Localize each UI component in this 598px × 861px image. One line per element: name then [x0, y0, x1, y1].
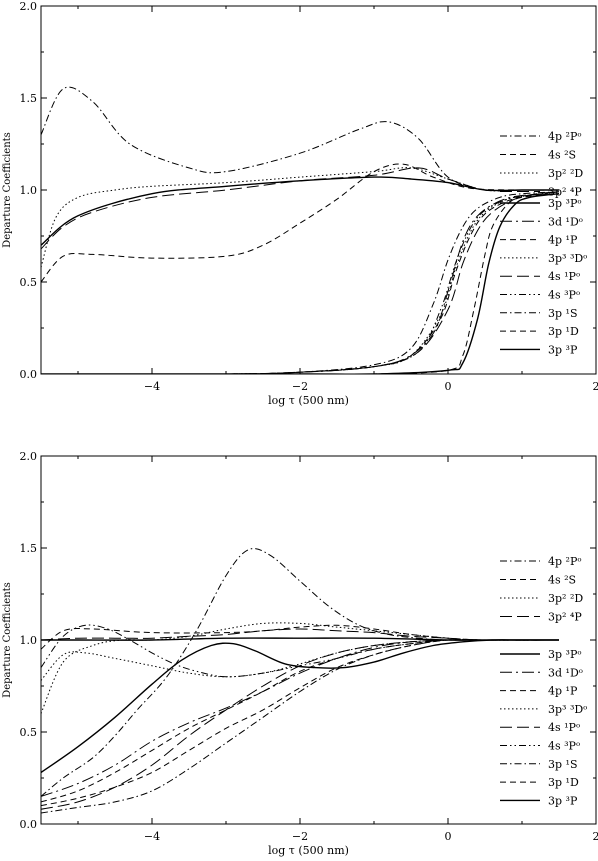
series-line-1 — [41, 86, 559, 192]
series-line-7 — [41, 639, 559, 803]
y-tick-label: 2.0 — [20, 450, 38, 463]
y-axis-label: Departure Coefficients — [2, 132, 13, 248]
series-line-1 — [41, 548, 559, 797]
series-line-7 — [41, 191, 560, 374]
legend-label: 3p ¹D — [548, 325, 579, 338]
chart-panel-2: −4 −2 0 2 0.0 0.5 1.0 1.5 2.0 log τ (500 nm) Depar… — [2, 450, 598, 857]
legend-label: 3p³ ³Dᵒ — [548, 703, 587, 716]
series-line-4 — [41, 167, 559, 250]
legend-label: 3p ¹D — [548, 776, 579, 789]
legend-label: 4s ²S — [548, 149, 576, 162]
legend-label: 3p² ⁴P — [548, 611, 582, 624]
y-axis-label: Departure Coefficients — [2, 582, 13, 698]
series-line-3 — [41, 167, 559, 268]
series-line-2 — [41, 163, 560, 283]
series-line-10 — [41, 624, 559, 678]
legend-label: 4s ¹Pᵒ — [548, 270, 580, 283]
series-lines — [41, 86, 560, 374]
x-tick-label: −2 — [292, 830, 308, 843]
series-line-10 — [41, 191, 560, 374]
legend-label: 3p ³P — [548, 343, 578, 356]
x-tick-label: −4 — [144, 380, 160, 393]
legend-label: 4s ¹Pᵒ — [548, 721, 580, 734]
y-tick-label: 1.5 — [20, 542, 38, 555]
y-tick-label: 2.0 — [20, 0, 38, 13]
y-tick-label: 1.0 — [20, 184, 38, 197]
legend: 4p ²Pᵒ 4s ²S 3p² ²D 3p² ⁴P 3p ³Pᵒ 3d ¹Dᵒ 4p ¹P… — [500, 555, 587, 807]
x-tick-label: −2 — [292, 380, 308, 393]
series-line-5 — [41, 176, 559, 246]
series-line-9 — [41, 639, 559, 810]
x-tick-label: 0 — [445, 380, 452, 393]
series-line-6 — [41, 639, 559, 797]
series-line-13 — [41, 639, 559, 774]
legend-label: 3p ³Pᵒ — [548, 197, 582, 210]
legend-label: 3d ¹Dᵒ — [548, 215, 583, 228]
y-tick-label: 1.0 — [20, 634, 38, 647]
y-tick-label: 1.5 — [20, 92, 38, 105]
series-line-6 — [41, 193, 560, 374]
legend-label: 3p² ²D — [548, 592, 583, 605]
y-tick-label: 0.5 — [20, 276, 38, 289]
legend-label: 3p² ⁴P — [548, 186, 582, 199]
legend-label: 3p ³Pᵒ — [548, 648, 582, 661]
series-line-3 — [41, 622, 560, 714]
legend-label: 4s ³Pᵒ — [548, 289, 580, 302]
y-tick-label: 0.0 — [20, 368, 38, 381]
legend-label: 4p ²Pᵒ — [548, 555, 582, 568]
x-axis-label: log τ (500 nm) — [268, 394, 349, 407]
series-lines — [41, 548, 560, 814]
series-line-11 — [41, 191, 560, 374]
legend-label: 4s ²S — [548, 574, 576, 587]
legend-label: 3p ¹S — [548, 758, 577, 771]
x-tick-label: 2 — [593, 830, 598, 843]
series-line-8 — [41, 639, 559, 681]
x-tick-label: −4 — [144, 830, 160, 843]
series-line-4 — [41, 628, 560, 641]
legend-label: 4p ¹P — [548, 234, 578, 247]
series-line-9 — [41, 191, 560, 374]
y-tick-label: 0.0 — [20, 818, 38, 831]
y-tick-label: 0.5 — [20, 726, 38, 739]
legend-label: 3p² ²D — [548, 167, 583, 180]
series-line-8 — [41, 191, 560, 374]
legend-label: 4p ²Pᵒ — [548, 130, 582, 143]
x-tick-label: 2 — [593, 380, 598, 393]
legend-label: 4p ¹P — [548, 685, 578, 698]
legend-label: 3p ³P — [548, 794, 578, 807]
x-tick-label: 0 — [445, 830, 452, 843]
legend-label: 3d ¹Dᵒ — [548, 666, 583, 679]
legend-label: 4s ³Pᵒ — [548, 740, 580, 753]
series-line-12 — [41, 193, 560, 374]
legend-label: 3p ¹S — [548, 307, 577, 320]
series-line-13 — [41, 193, 560, 374]
series-line-12 — [41, 639, 559, 807]
legend-label: 3p³ ³Dᵒ — [548, 252, 587, 265]
chart-panel-1: −4 −2 0 2 0.0 0.5 1.0 1.5 2.0 log τ (500 nm) Depar… — [2, 0, 598, 407]
x-axis-label: log τ (500 nm) — [268, 844, 349, 857]
